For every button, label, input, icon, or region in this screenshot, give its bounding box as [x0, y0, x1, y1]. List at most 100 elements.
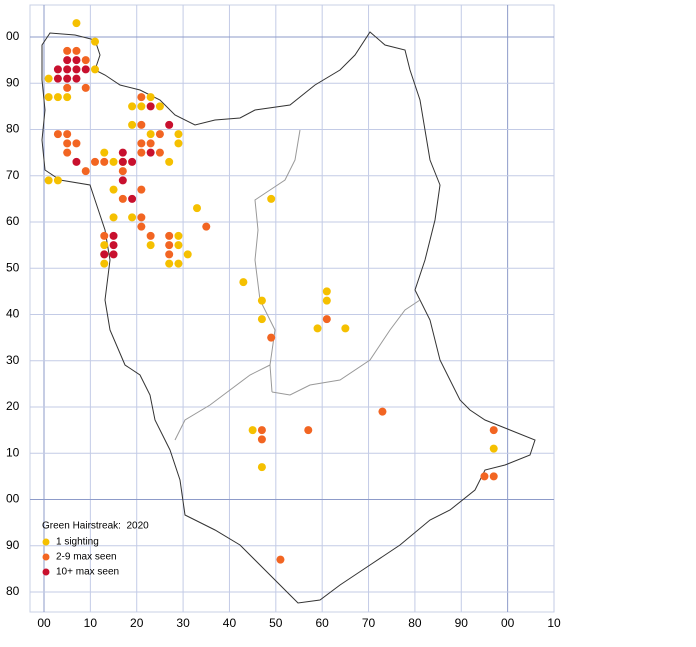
record-dot [489, 444, 498, 453]
record-dot [174, 139, 183, 148]
record-dot [128, 120, 137, 129]
record-dot [146, 102, 155, 111]
record-dot [100, 241, 109, 250]
record-dot [267, 194, 276, 203]
y-tick-label: 20 [6, 399, 20, 413]
legend-label: 2-9 max seen [56, 552, 117, 563]
record-dot [257, 426, 266, 435]
legend-marker [42, 538, 50, 546]
record-dot [137, 139, 146, 148]
record-dot [63, 83, 72, 92]
record-dot [146, 130, 155, 139]
record-dot [165, 259, 174, 268]
record-dot [322, 296, 331, 305]
x-tick-label: 00 [501, 616, 515, 630]
record-dot [63, 148, 72, 157]
county-boundary [41, 31, 536, 604]
record-dot [81, 167, 90, 176]
record-dot [72, 65, 81, 74]
record-dot [128, 194, 137, 203]
record-dot [109, 213, 118, 222]
x-tick-label: 30 [176, 616, 190, 630]
record-dot [118, 176, 127, 185]
record-dot [239, 278, 248, 287]
record-dot [109, 185, 118, 194]
record-dot [44, 93, 53, 102]
record-dot [322, 315, 331, 324]
y-tick-label: 90 [6, 75, 20, 89]
record-dot [155, 130, 164, 139]
record-dot [63, 56, 72, 65]
record-dot [137, 102, 146, 111]
record-dot [165, 157, 174, 166]
record-dot [137, 213, 146, 222]
record-dot [100, 250, 109, 259]
y-tick-label: 50 [6, 260, 20, 274]
record-dot [257, 435, 266, 444]
record-dot [53, 176, 62, 185]
record-dot [118, 194, 127, 203]
record-dot [137, 120, 146, 129]
legend-label: 1 sighting [56, 537, 99, 548]
x-tick-label: 40 [223, 616, 237, 630]
y-tick-label: 30 [6, 353, 20, 367]
y-tick-label: 00 [6, 492, 20, 506]
record-dot [165, 250, 174, 259]
record-dot [248, 426, 257, 435]
record-dot [118, 148, 127, 157]
legend-marker [42, 553, 50, 561]
record-dot [63, 46, 72, 55]
record-dot [72, 46, 81, 55]
record-dot [63, 93, 72, 102]
record-dot [91, 65, 99, 74]
record-dot [165, 120, 174, 129]
y-tick-label: 40 [6, 307, 20, 321]
record-dot [137, 185, 146, 194]
record-dot [91, 157, 99, 166]
legend: Green Hairstreak: 2020 1 sighting 2-9 max… [42, 521, 149, 578]
record-dot [53, 65, 62, 74]
record-dot [146, 139, 155, 148]
record-dot [53, 130, 62, 139]
record-dot [267, 333, 276, 342]
legend-title: Green Hairstreak: 2020 [42, 521, 149, 532]
record-dot [174, 241, 183, 250]
y-tick-label: 10 [6, 445, 20, 459]
record-dot [63, 74, 72, 83]
record-dot [72, 19, 81, 28]
x-tick-label: 90 [455, 616, 469, 630]
record-dot [257, 463, 266, 472]
record-dot [72, 157, 81, 166]
record-dot [81, 56, 90, 65]
x-tick-label: 10 [84, 616, 98, 630]
record-dot [128, 102, 137, 111]
record-dot [313, 324, 322, 333]
record-dot [53, 74, 62, 83]
record-dot [183, 250, 192, 259]
record-dot [378, 407, 387, 416]
record-dot [193, 204, 201, 213]
record-dot [257, 315, 266, 324]
record-dot [109, 241, 118, 250]
record-dot [137, 93, 146, 102]
record-dot [44, 74, 53, 83]
record-dot [100, 148, 109, 157]
record-dot [118, 157, 127, 166]
record-dot [174, 130, 183, 139]
record-dot [146, 93, 155, 102]
y-tick-label: 90 [6, 538, 20, 552]
y-tick-label: 80 [6, 584, 20, 598]
x-tick-label: 60 [316, 616, 330, 630]
record-dot [81, 83, 90, 92]
district-boundary [174, 129, 421, 441]
record-dot [489, 472, 498, 481]
record-dot [146, 148, 155, 157]
x-tick-label: 20 [130, 616, 144, 630]
record-dot [304, 426, 313, 435]
x-tick-label: 10 [547, 616, 561, 630]
record-dot [72, 139, 81, 148]
record-dot [53, 93, 62, 102]
legend-marker [42, 568, 50, 576]
